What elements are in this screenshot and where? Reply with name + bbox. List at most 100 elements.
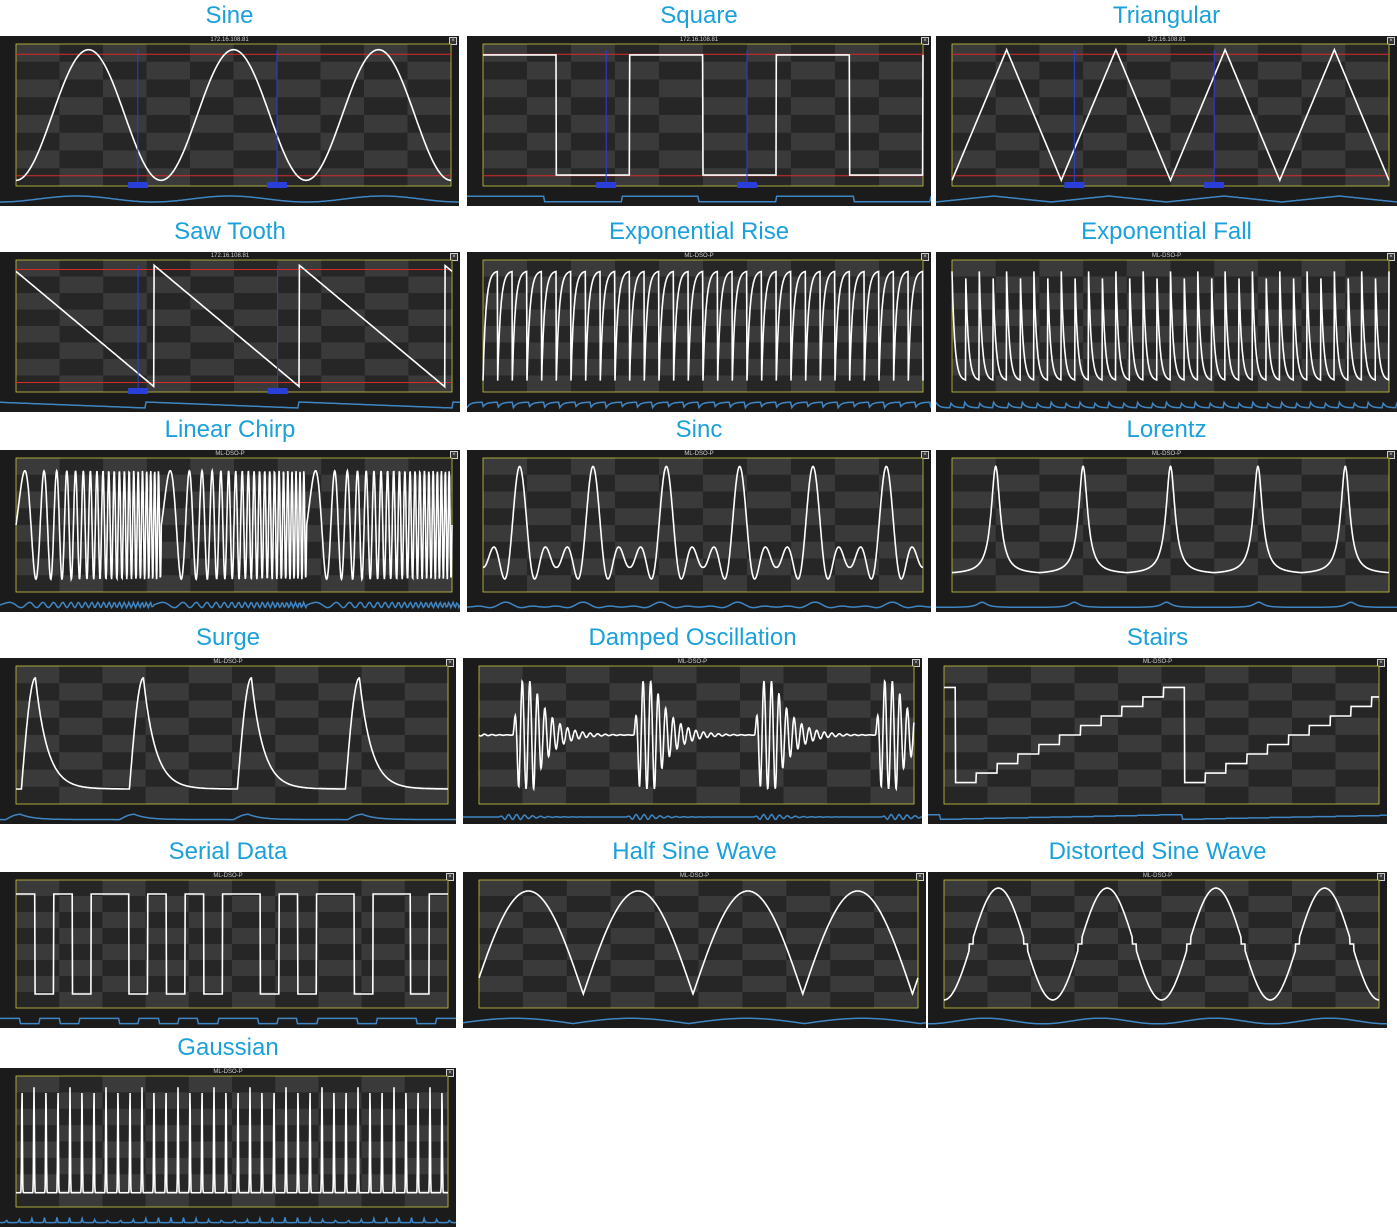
cursor-handle[interactable] [267,388,288,394]
close-icon[interactable]: × [921,253,929,261]
overview-trace[interactable] [928,1017,1387,1025]
grid-cell [566,683,610,701]
overview-trace[interactable] [0,1215,456,1224]
grid-cell [696,700,741,719]
close-icon[interactable]: × [450,253,458,261]
oscilloscope-screen[interactable]: 172.16.108.81 × [0,36,459,206]
close-icon[interactable]: × [1377,873,1385,881]
grid-cell [103,309,148,327]
grid-cell [659,326,704,343]
waveform-panel-serial-data: Serial Data ML-DSO-P × [0,836,456,1028]
grid-cell [483,326,528,343]
grid-cell [659,79,704,98]
grid-cell [277,558,322,576]
oscilloscope-screen[interactable]: ML-DSO-P × [463,658,922,824]
grid-cell [16,79,60,98]
oscilloscope-screen[interactable]: ML-DSO-P × [936,252,1397,412]
grid-cell [479,683,523,701]
grid-cell [1292,928,1336,945]
grid-cell [1345,525,1390,543]
grid-cell [522,683,567,701]
close-icon[interactable]: × [912,659,920,667]
oscilloscope-screen[interactable]: ML-DSO-P × [0,450,460,612]
grid-cell [835,276,880,294]
close-icon[interactable]: × [450,451,458,459]
oscilloscope-screen[interactable]: 172.16.108.81 × [467,36,931,206]
overview-trace[interactable] [928,814,1387,821]
close-icon[interactable]: × [921,451,929,459]
close-icon[interactable]: × [1387,451,1395,459]
oscilloscope-screen[interactable]: ML-DSO-P × [0,1068,456,1227]
cursor-handle[interactable] [127,182,148,188]
cursor-handle[interactable] [596,182,617,188]
cursor-handle[interactable] [1064,182,1085,188]
oscilloscope-screen[interactable]: ML-DSO-P × [936,450,1397,612]
close-icon[interactable]: × [446,873,454,881]
grid-cell [742,960,787,977]
oscilloscope-screen[interactable]: ML-DSO-P × [928,872,1387,1028]
grid-cell [615,132,660,151]
grid-cell [275,735,319,753]
close-icon[interactable]: × [446,1069,454,1077]
grid-cell [103,575,148,593]
grid-cell [952,293,997,310]
panel-title: Stairs [1126,624,1189,651]
close-icon[interactable]: × [1377,659,1385,667]
close-icon[interactable]: × [1387,37,1395,45]
close-icon[interactable]: × [1387,253,1395,261]
overview-trace[interactable] [467,401,931,410]
grid-cell [791,293,836,310]
cursor-handle[interactable] [737,182,757,188]
grid-cell [103,44,147,63]
grid-cell [1039,525,1084,543]
overview-trace[interactable] [936,195,1397,203]
grid-cell [1205,752,1249,770]
overview-trace[interactable] [467,195,931,203]
oscilloscope-screen[interactable]: 172.16.108.81 × [936,36,1397,206]
grid-cell [483,375,528,393]
grid-cell [59,474,104,492]
grid-cell [479,769,523,788]
overview-trace[interactable] [0,1017,456,1025]
cursor-handle[interactable] [267,182,287,188]
oscilloscope-screen[interactable]: 172.16.108.81 × [0,252,460,412]
oscilloscope-screen[interactable]: ML-DSO-P × [0,872,456,1028]
overview-trace[interactable] [0,195,459,203]
grid-cell [879,575,924,593]
oscilloscope-screen[interactable]: ML-DSO-P × [467,252,931,412]
cursor-handle[interactable] [128,388,149,394]
close-icon[interactable]: × [446,659,454,667]
grid-cell [615,525,660,543]
grid-cell [16,1190,60,1208]
overview-trace[interactable] [463,813,922,821]
overview-trace[interactable] [0,401,460,409]
grid-cell [407,97,452,116]
close-icon[interactable]: × [921,37,929,45]
grid-cell [404,880,449,897]
grid-cell [277,575,322,593]
grid-cell [609,683,654,701]
cursor-handle[interactable] [1204,182,1225,188]
overview-trace[interactable] [467,601,931,609]
overview-trace[interactable] [0,813,456,821]
overview-trace[interactable] [936,601,1397,609]
grid-cell [1248,912,1293,929]
grid-cell [1126,115,1171,134]
oscilloscope-screen[interactable]: ML-DSO-P × [0,658,456,824]
overview-trace[interactable] [936,400,1397,409]
grid-cell [609,700,654,719]
grid-cell [747,260,792,277]
close-icon[interactable]: × [449,37,457,45]
oscilloscope-screen[interactable]: ML-DSO-P × [467,450,931,612]
oscilloscope-screen[interactable]: ML-DSO-P × [463,872,926,1028]
grid-cell [1205,912,1249,929]
overview-trace[interactable] [0,600,460,610]
grid-cell [791,168,836,187]
oscilloscope-screen[interactable]: ML-DSO-P × [928,658,1387,824]
close-icon[interactable]: × [916,873,924,881]
grid-cell [1257,260,1303,277]
grid-cell [188,735,233,753]
overview-trace[interactable] [463,1017,926,1025]
grid-cell [527,61,572,80]
grid-cell [404,666,449,684]
